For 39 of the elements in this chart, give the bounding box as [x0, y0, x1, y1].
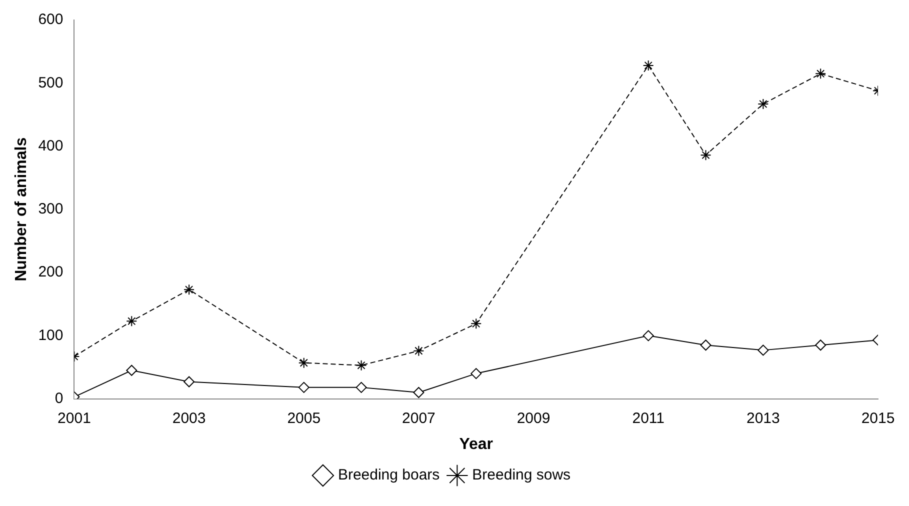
legend-label: Breeding sows: [472, 466, 571, 484]
point: [470, 368, 482, 380]
point: [758, 344, 769, 356]
point: [815, 68, 826, 80]
point: [700, 150, 712, 161]
x-tick-label: 2015: [861, 410, 895, 427]
x-tick-label: 2003: [172, 410, 206, 427]
y-tick-label: 300: [38, 200, 64, 218]
y-tick-label: 500: [38, 74, 64, 92]
point: [642, 60, 654, 71]
point: [700, 340, 712, 351]
x-tick-label: 2007: [402, 410, 436, 427]
x-tick-label: 2005: [287, 410, 321, 427]
point: [356, 360, 367, 371]
y-tick-label: 200: [38, 264, 64, 281]
x-tick-label: 2011: [632, 410, 664, 427]
y-tick-label: 0: [54, 390, 64, 407]
x-tick-label: 2013: [746, 410, 780, 427]
point: [184, 376, 195, 388]
point: [126, 364, 138, 376]
y-tick-label: 400: [38, 137, 64, 154]
point: [298, 382, 310, 393]
point: [298, 357, 310, 368]
point: [413, 386, 424, 398]
x-axis-title: Year: [459, 436, 494, 453]
point: [815, 340, 826, 351]
point: [126, 316, 138, 327]
point: [758, 98, 769, 110]
legend-label: Breeding boars: [338, 466, 440, 484]
point: [642, 330, 654, 342]
y-tick-label: 100: [38, 326, 64, 344]
point: [413, 345, 424, 356]
point: [184, 284, 195, 296]
x-tick-label: 2009: [516, 410, 550, 427]
x-tick-label: 2001: [58, 410, 91, 427]
point: [470, 318, 482, 330]
y-axis-title: Number of animals: [13, 137, 30, 282]
point: [356, 382, 367, 393]
y-tick-label: 600: [38, 11, 64, 28]
